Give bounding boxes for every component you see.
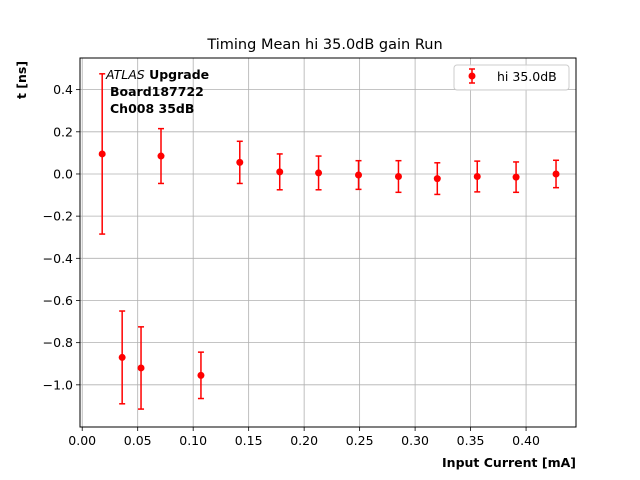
x-tick-label: 0.15 <box>235 433 263 448</box>
data-point <box>473 160 481 193</box>
legend-label: hi 35.0dB <box>497 69 557 84</box>
y-tick-label: −0.2 <box>43 209 73 224</box>
x-tick-label: 0.10 <box>179 433 207 448</box>
annotation-channel: Ch008 35dB <box>110 101 194 116</box>
point-marker <box>276 168 284 176</box>
point-marker <box>197 371 205 379</box>
point-marker <box>137 364 145 372</box>
data-point <box>315 155 323 191</box>
data-point <box>276 153 284 191</box>
data-point <box>236 140 244 185</box>
data-point <box>552 159 560 189</box>
data-point <box>394 159 402 194</box>
data-point <box>197 351 205 400</box>
x-tick-label: 0.25 <box>346 433 374 448</box>
data-point <box>118 310 126 405</box>
data-point <box>98 73 106 235</box>
x-tick-label: 0.20 <box>290 433 318 448</box>
data-point <box>433 162 441 196</box>
x-tick-label: 0.05 <box>124 433 152 448</box>
point-marker <box>118 353 126 361</box>
annotation-line-1: ATLAS Upgrade <box>105 67 209 82</box>
data-point <box>512 161 520 194</box>
x-tick-label: 0.00 <box>68 433 96 448</box>
legend-box <box>453 64 570 91</box>
legend-marker <box>468 72 476 80</box>
point-marker <box>394 173 402 181</box>
legend: hi 35.0dB <box>453 64 570 91</box>
data-points <box>98 73 560 410</box>
x-tick-label: 0.35 <box>457 433 485 448</box>
point-marker <box>98 150 106 158</box>
y-tick-label: −0.8 <box>43 335 73 350</box>
data-point <box>355 159 363 191</box>
annotation-board: Board187722 <box>110 84 204 99</box>
plot-frame <box>79 57 577 428</box>
x-tick-label: 0.30 <box>401 433 429 448</box>
data-point <box>157 127 165 185</box>
atlas-annotation: ATLAS Upgrade Board187722 Ch008 35dB <box>105 67 209 116</box>
point-marker <box>157 152 165 160</box>
y-axis-ticks: 0.4 0.2 0.0 −0.2 −0.4 −0.6 −0.8 −1.0 <box>43 82 80 392</box>
point-marker <box>236 158 244 166</box>
point-marker <box>552 170 560 178</box>
y-tick-label: 0.0 <box>53 166 73 181</box>
x-tick-label: 0.40 <box>512 433 540 448</box>
chart-title: Timing Mean hi 35.0dB gain Run <box>206 37 442 53</box>
point-marker <box>433 175 441 183</box>
y-tick-label: −0.6 <box>43 293 73 308</box>
y-tick-label: −1.0 <box>43 377 73 392</box>
annotation-atlas: ATLAS <box>105 67 145 82</box>
data-point <box>137 326 145 410</box>
y-tick-label: −0.4 <box>43 251 73 266</box>
x-axis-label: Input Current [mA] <box>442 455 576 470</box>
y-axis-label: t [ns] <box>14 61 29 99</box>
point-marker <box>315 169 323 177</box>
point-marker <box>355 171 363 179</box>
y-tick-label: 0.2 <box>53 124 73 139</box>
y-tick-label: 0.4 <box>53 82 73 97</box>
annotation-upgrade: Upgrade <box>145 67 209 82</box>
point-marker <box>512 173 520 181</box>
point-marker <box>473 173 481 181</box>
x-axis-ticks: 0.00 0.05 0.10 0.15 0.20 0.25 0.30 0.35 0.40 <box>68 427 540 448</box>
